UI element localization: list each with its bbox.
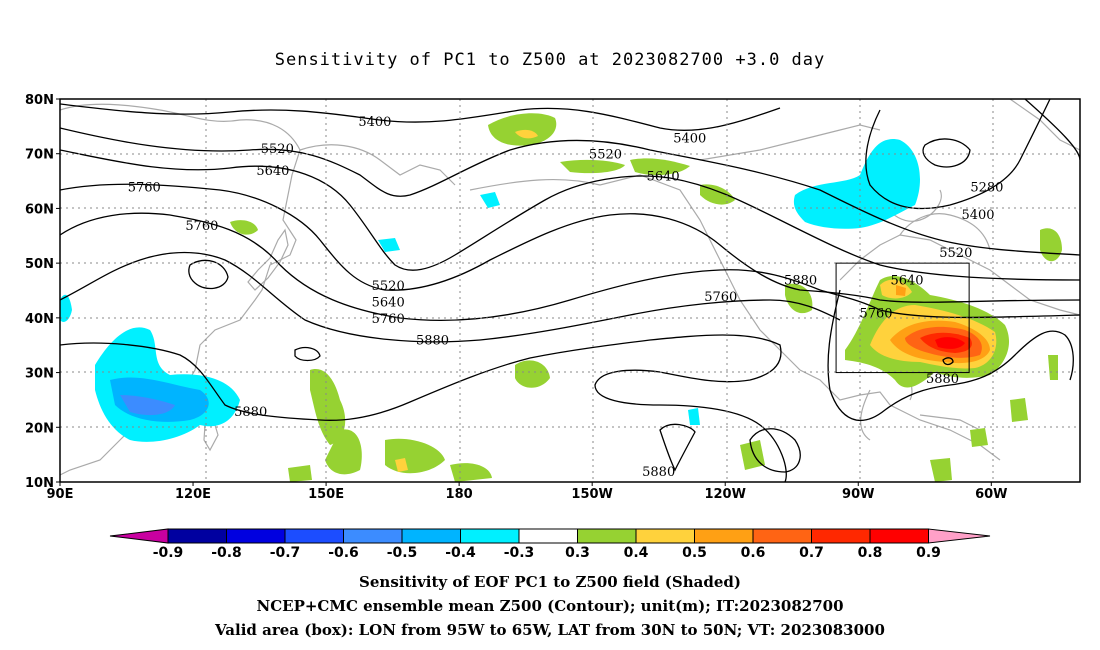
- contour-label: 5520: [589, 148, 622, 163]
- colorbar-label: 0.5: [682, 545, 707, 561]
- colorbar-label: 0.3: [565, 545, 590, 561]
- contour-label: 5640: [372, 295, 405, 310]
- lon-label: 60W: [975, 487, 1007, 502]
- colorbar-swatch: [694, 528, 754, 544]
- colorbar-label: 0.8: [858, 545, 883, 561]
- lat-label: 70N: [25, 148, 54, 163]
- colorbar-label: -0.5: [387, 545, 418, 561]
- graticule: [60, 99, 1080, 482]
- colorbar-swatch: [226, 528, 286, 544]
- contour-label: 5400: [673, 131, 706, 146]
- colorbar-label: -0.4: [445, 545, 476, 561]
- lat-label: 60N: [25, 202, 54, 217]
- lat-label: 40N: [25, 312, 54, 327]
- lon-label: 120W: [704, 487, 745, 502]
- lon-label: 90W: [842, 487, 874, 502]
- colorbar-label: 0.4: [624, 545, 649, 561]
- contour-label: 5760: [128, 181, 161, 196]
- colorbar-label: -0.7: [270, 545, 301, 561]
- lat-label: 10N: [25, 476, 54, 491]
- contour-label: 5640: [256, 164, 289, 179]
- colorbar-swatch: [284, 528, 344, 544]
- colorbar-label: 0.6: [741, 545, 766, 561]
- colorbar-left-arrow: [109, 528, 169, 544]
- contour-label: 5520: [261, 142, 294, 157]
- colorbar-swatch: [401, 528, 461, 544]
- colorbar-label: -0.9: [153, 545, 184, 561]
- contour-label: 5280: [970, 181, 1003, 196]
- footer-line-1: Sensitivity of EOF PC1 to Z500 field (Sh…: [359, 573, 741, 591]
- contour-label: 5640: [647, 170, 680, 185]
- map-title: Sensitivity of PC1 to Z500 at 2023082700…: [274, 50, 826, 70]
- lat-label: 80N: [25, 93, 54, 108]
- lon-label: 90E: [47, 487, 74, 502]
- lat-label: 20N: [25, 421, 54, 436]
- contour-label: 5760: [704, 290, 737, 305]
- lon-label: 150E: [308, 487, 344, 502]
- contour-label: 5760: [859, 306, 892, 321]
- lat-label: 50N: [25, 257, 54, 272]
- contour-label: 5520: [939, 246, 972, 261]
- colorbar-swatch: [635, 528, 695, 544]
- contour-label: 5880: [784, 274, 817, 289]
- colorbar-swatch: [343, 528, 403, 544]
- map-frame: [59, 98, 1081, 483]
- colorbar-swatch: [460, 528, 520, 544]
- colorbar-swatch: [167, 528, 227, 544]
- colorbar: -0.9 -0.8 -0.7 -0.6 -0.5 -0.4 -0.3 0.3 0.4 0.5 0.6…: [109, 528, 991, 561]
- contour-label: 5880: [234, 405, 267, 420]
- colorbar-label: -0.8: [211, 545, 242, 561]
- contour-label: 5520: [372, 279, 405, 294]
- contour-label: 5400: [358, 115, 391, 130]
- colorbar-swatch: [811, 528, 871, 544]
- contour-label: 5400: [961, 208, 994, 223]
- lat-label: 30N: [25, 367, 54, 382]
- footer-line-3: Valid area (box): LON from 95W to 65W, L…: [215, 621, 885, 639]
- lon-label: 180: [446, 487, 473, 502]
- contour-label: 5880: [416, 334, 449, 349]
- contour-label: 5880: [642, 465, 675, 480]
- colorbar-label: -0.6: [328, 545, 359, 561]
- contour-label: 5760: [185, 219, 218, 234]
- footer-line-2: NCEP+CMC ensemble mean Z500 (Contour); u…: [256, 597, 844, 615]
- contour-label: 5760: [372, 312, 405, 327]
- contour-label: 5640: [890, 274, 923, 289]
- colorbar-swatch: [518, 528, 578, 544]
- lon-label: 120E: [175, 487, 211, 502]
- lon-label: 150W: [571, 487, 612, 502]
- colorbar-label: 0.9: [916, 545, 941, 561]
- colorbar-swatch: [752, 528, 812, 544]
- z500-contours: [60, 99, 1080, 482]
- colorbar-swatch: [869, 528, 929, 544]
- contour-label: 5880: [926, 372, 959, 387]
- colorbar-label: -0.3: [504, 545, 535, 561]
- colorbar-right-arrow: [928, 528, 991, 544]
- colorbar-swatch: [577, 528, 637, 544]
- colorbar-label: 0.7: [799, 545, 824, 561]
- valid-area-box: [835, 262, 970, 374]
